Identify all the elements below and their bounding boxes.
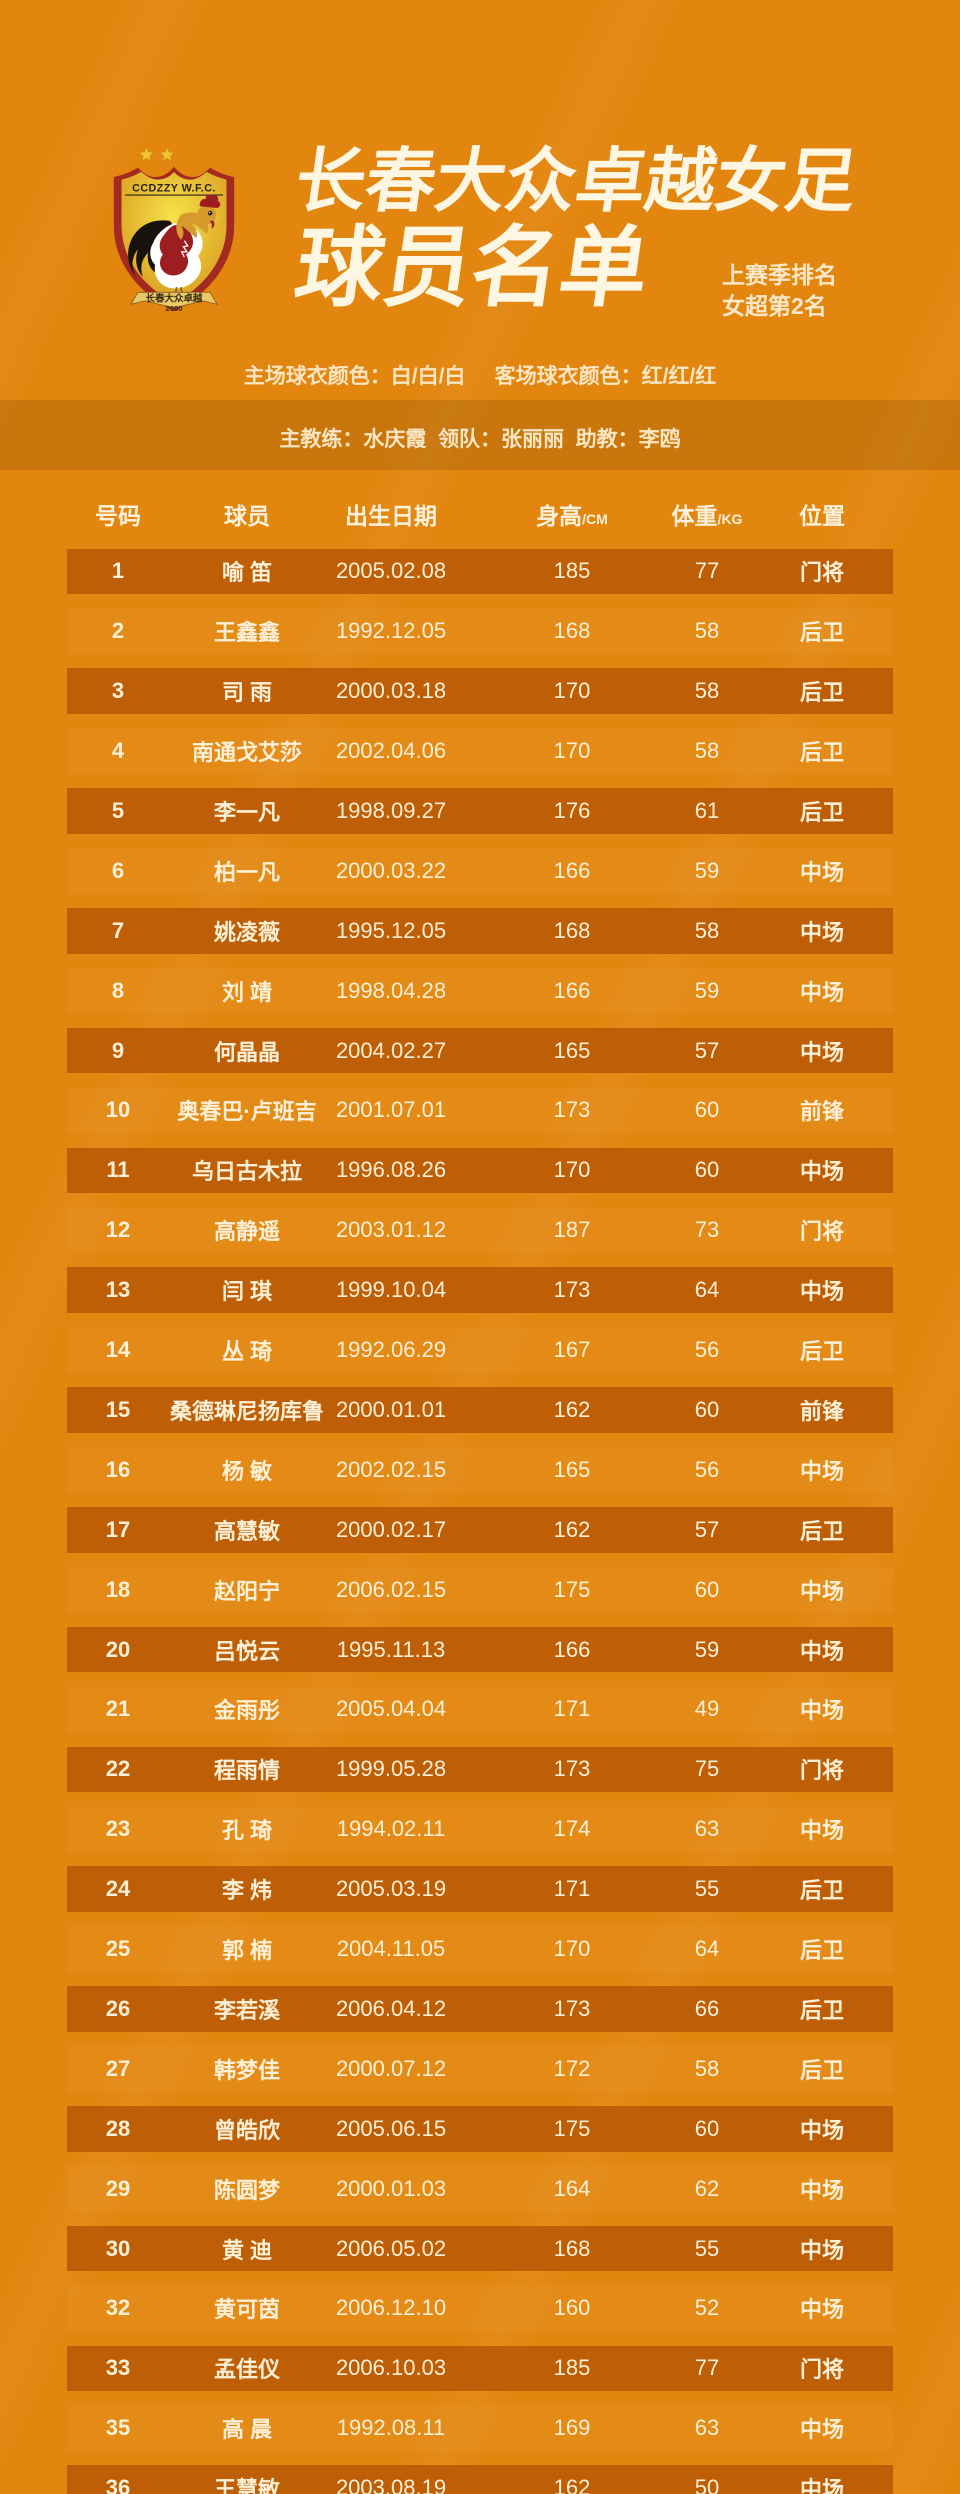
svg-text:CCDZZY W.F.C.: CCDZZY W.F.C. <box>132 183 216 195</box>
svg-text:2000: 2000 <box>165 304 182 313</box>
svg-text:长春大众卓越: 长春大众卓越 <box>146 293 203 305</box>
